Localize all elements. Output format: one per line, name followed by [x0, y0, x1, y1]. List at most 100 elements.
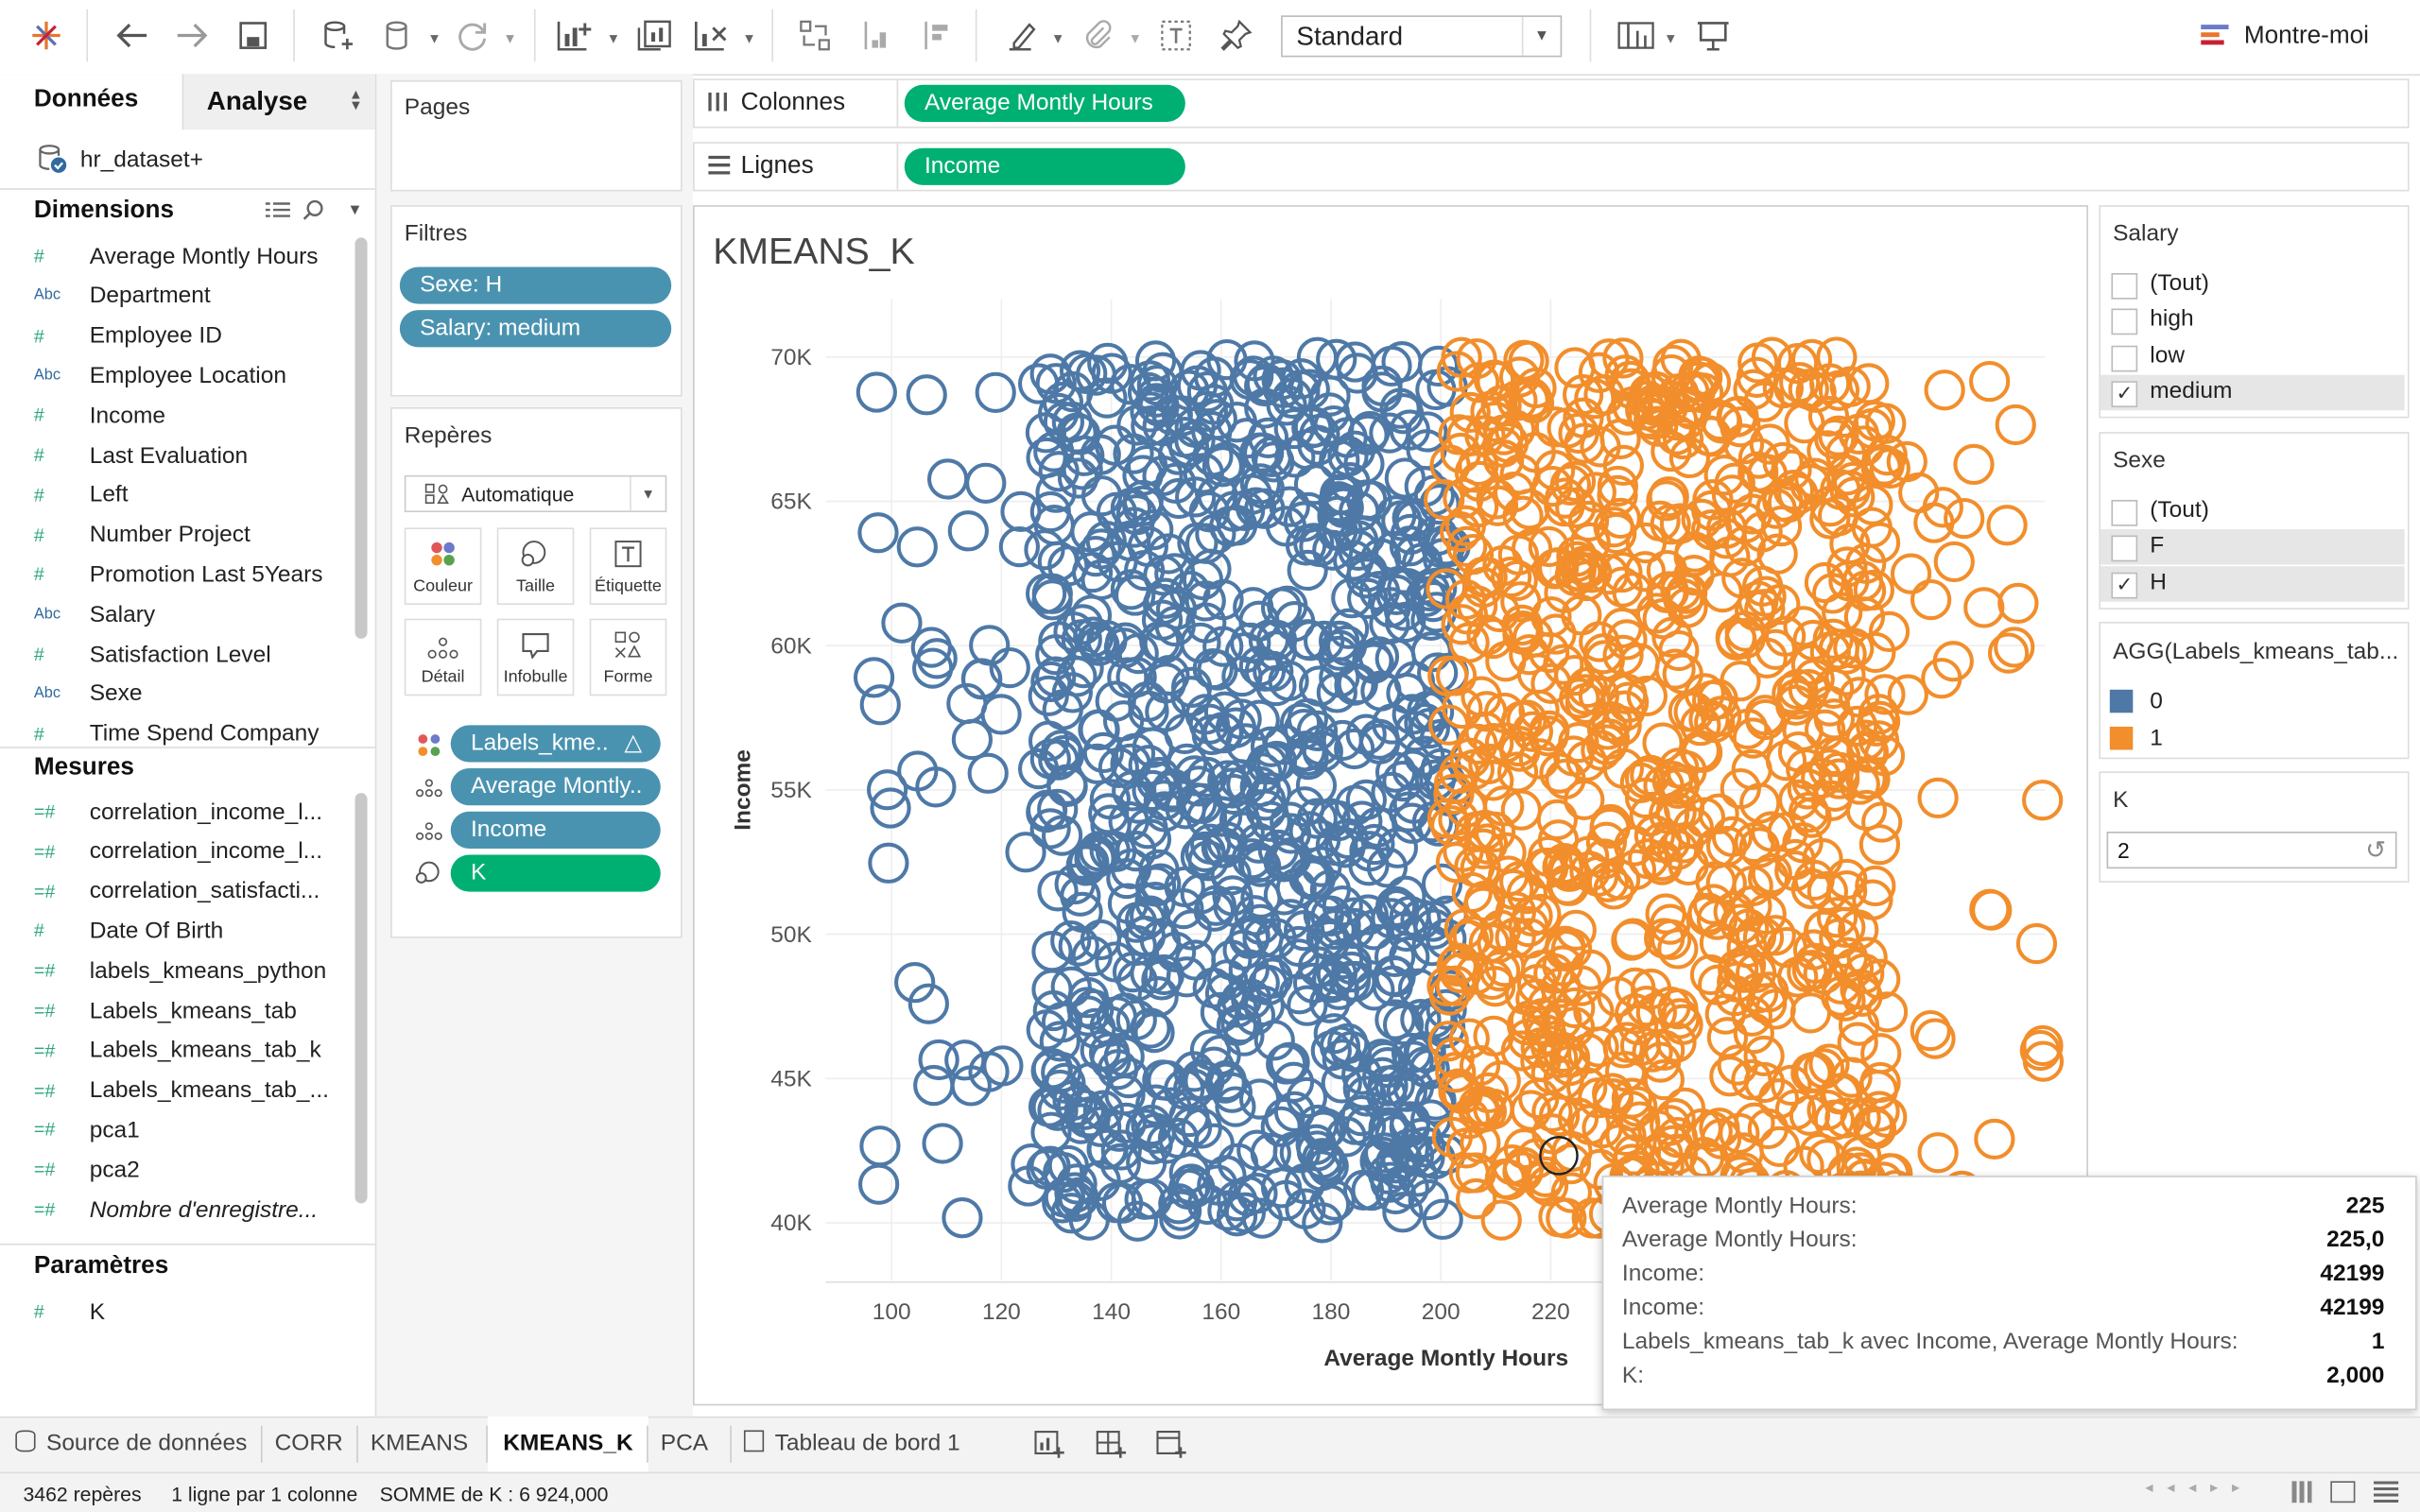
scatter-point-cluster-0[interactable] [1150, 1087, 1192, 1128]
scatter-point-cluster-1[interactable] [1459, 1044, 1501, 1087]
scatter-point-cluster-1[interactable] [1483, 414, 1525, 455]
sheet-tab[interactable]: Tableau de bord 1 [743, 1417, 960, 1472]
scatter-point-cluster-1[interactable] [1464, 415, 1506, 456]
scatter-point-cluster-1[interactable] [1858, 824, 1901, 866]
scatter-point-cluster-1[interactable] [1986, 505, 2028, 546]
scatter-point-cluster-0[interactable] [1054, 1172, 1096, 1213]
scatter-point-cluster-1[interactable] [1787, 768, 1828, 810]
scatter-point-cluster-0[interactable] [1042, 1182, 1083, 1224]
list-view-status-icon[interactable] [2374, 1481, 2399, 1503]
scatter-point-cluster-0[interactable] [1041, 1002, 1083, 1043]
scatter-point-cluster-1[interactable] [1546, 1197, 1587, 1239]
scatter-point-cluster-0[interactable] [1065, 845, 1107, 886]
chevron-down-icon[interactable]: ▼ [347, 201, 363, 219]
scatter-point-cluster-1[interactable] [1826, 546, 1868, 588]
scatter-point-cluster-0[interactable] [1296, 336, 1339, 378]
scatter-point-cluster-0[interactable] [918, 1039, 959, 1081]
scatter-point-cluster-1[interactable] [1713, 891, 1754, 933]
scatter-point-cluster-0[interactable] [1112, 951, 1154, 993]
scatter-point-cluster-0[interactable] [1097, 541, 1138, 582]
scatter-point-cluster-1[interactable] [1765, 740, 1807, 782]
scatter-point-cluster-0[interactable] [1046, 764, 1088, 805]
scatter-point-cluster-1[interactable] [1803, 1048, 1845, 1090]
scatter-point-cluster-0[interactable] [1134, 881, 1176, 923]
scatter-point-cluster-0[interactable] [947, 510, 989, 552]
scatter-point-cluster-0[interactable] [1099, 1143, 1141, 1184]
scatter-point-cluster-1[interactable] [1646, 572, 1687, 613]
scatter-point-cluster-1[interactable] [1565, 740, 1607, 782]
scatter-point-cluster-1[interactable] [1550, 1172, 1592, 1213]
show-me-button[interactable]: Montre-moi [2201, 19, 2369, 56]
scatter-point-cluster-1[interactable] [1924, 369, 1965, 411]
scatter-point-cluster-0[interactable] [916, 638, 958, 679]
tab-data[interactable]: Données [0, 74, 182, 130]
forward-arrow-icon[interactable] [170, 14, 214, 58]
scatter-point-cluster-0[interactable] [1334, 907, 1375, 950]
datasource-row[interactable]: hr_dataset+ [37, 142, 203, 176]
scatter-point-cluster-1[interactable] [1455, 1177, 1497, 1220]
scatter-point-cluster-0[interactable] [1287, 549, 1328, 592]
scatter-point-cluster-1[interactable] [1846, 936, 1888, 978]
scatter-point-cluster-1[interactable] [1651, 761, 1693, 802]
scatter-point-cluster-1[interactable] [1933, 541, 1975, 583]
scatter-point-cluster-0[interactable] [951, 718, 994, 761]
chevron-down-icon[interactable]: ▼ [1128, 30, 1143, 46]
scatter-point-cluster-1[interactable] [1841, 560, 1884, 602]
scatter-point-cluster-1[interactable] [1569, 522, 1611, 563]
scatter-point-cluster-0[interactable] [1278, 938, 1320, 980]
scatter-point-cluster-1[interactable] [1698, 793, 1739, 834]
scatter-point-cluster-0[interactable] [1341, 800, 1383, 842]
scatter-point-cluster-0[interactable] [1063, 646, 1104, 689]
scatter-point-cluster-0[interactable] [853, 657, 895, 698]
scatter-point-cluster-0[interactable] [1096, 996, 1138, 1038]
scatter-point-cluster-0[interactable] [1205, 441, 1247, 483]
scatter-point-cluster-0[interactable] [1238, 699, 1280, 741]
marks-pill-labels[interactable]: Labels_kme.. △ [450, 725, 661, 763]
scatter-point-cluster-0[interactable] [1375, 574, 1417, 616]
scatter-point-cluster-0[interactable] [881, 602, 923, 644]
scatter-point-cluster-1[interactable] [1969, 360, 2011, 403]
scatter-point-cluster-0[interactable] [1051, 672, 1093, 713]
scatter-point-cluster-0[interactable] [1224, 1192, 1267, 1233]
scatter-point-cluster-1[interactable] [1689, 954, 1732, 996]
scatter-point-cluster-1[interactable] [1745, 893, 1787, 936]
scatter-point-cluster-1[interactable] [1705, 863, 1747, 904]
scatter-point-cluster-1[interactable] [1445, 786, 1487, 828]
scatter-point-cluster-1[interactable] [1433, 773, 1475, 815]
pin-icon[interactable] [1215, 14, 1258, 58]
scatter-point-cluster-1[interactable] [1662, 1004, 1703, 1045]
scatter-point-cluster-0[interactable] [1142, 1059, 1184, 1101]
scatter-point-cluster-0[interactable] [1366, 847, 1409, 888]
scatter-point-cluster-0[interactable] [1231, 978, 1272, 1020]
scatter-point-cluster-1[interactable] [1711, 816, 1754, 858]
dimensions-item[interactable]: # Left [34, 476, 129, 513]
scatter-point-cluster-0[interactable] [1139, 756, 1181, 799]
scatter-point-cluster-0[interactable] [1233, 587, 1274, 628]
dimensions-item[interactable]: # Promotion Last 5Years [34, 556, 323, 593]
scatter-point-cluster-0[interactable] [1057, 457, 1099, 499]
scatter-point-cluster-1[interactable] [1863, 444, 1905, 486]
scatter-point-cluster-1[interactable] [1717, 1044, 1758, 1086]
scatter-point-cluster-1[interactable] [1777, 730, 1820, 773]
scatter-point-cluster-0[interactable] [1382, 1004, 1425, 1046]
salary-filter-option[interactable]: (Tout) [2100, 266, 2405, 302]
scatter-point-cluster-0[interactable] [1175, 476, 1217, 518]
salary-filter-option[interactable]: high [2100, 302, 2405, 338]
columns-shelf[interactable]: Colonnes Average Montly Hours [693, 78, 2410, 129]
scatter-point-cluster-0[interactable] [866, 769, 908, 811]
scatter-point-cluster-0[interactable] [1275, 868, 1317, 909]
scatter-point-cluster-1[interactable] [1825, 433, 1867, 474]
scatter-point-cluster-0[interactable] [1236, 1129, 1278, 1171]
scatter-point-cluster-1[interactable] [1813, 1099, 1856, 1141]
size-button[interactable]: Taille [496, 527, 575, 605]
scatter-point-cluster-1[interactable] [1606, 673, 1648, 714]
scatter-point-cluster-0[interactable] [1376, 827, 1418, 868]
filter-pill-salary[interactable]: Salary: medium [399, 310, 672, 348]
scatter-point-cluster-0[interactable] [1354, 970, 1395, 1011]
scatter-point-cluster-1[interactable] [1773, 367, 1815, 408]
scatter-point-cluster-0[interactable] [1295, 765, 1338, 806]
scatter-point-cluster-0[interactable] [1201, 796, 1243, 837]
scatter-point-cluster-1[interactable] [1533, 449, 1576, 491]
scatter-point-cluster-0[interactable] [1234, 340, 1275, 382]
scatter-point-cluster-1[interactable] [1687, 892, 1729, 934]
